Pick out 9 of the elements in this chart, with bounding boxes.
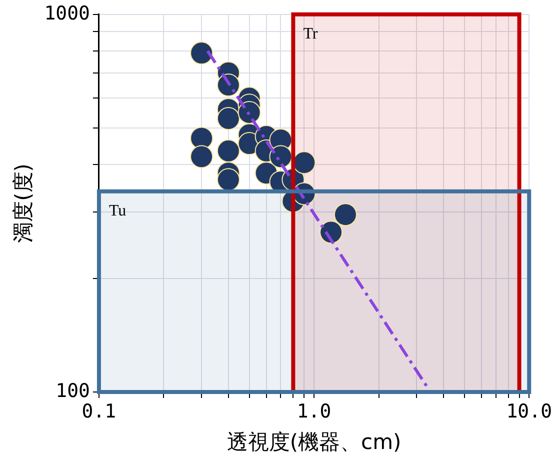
band-label: Tu [108,202,126,220]
y-tick-label: 1000 [44,2,90,24]
x-tick-label: 10.0 [506,400,552,422]
y-tick-label: 100 [56,380,90,402]
x-tick-label: 0.1 [82,400,116,422]
y-axis-title: 濁度(度) [11,164,36,243]
band-label: Tr [303,26,318,43]
x-axis-title: 透視度(機器、cm) [226,430,402,454]
x-tick-label: 1.0 [296,400,332,422]
